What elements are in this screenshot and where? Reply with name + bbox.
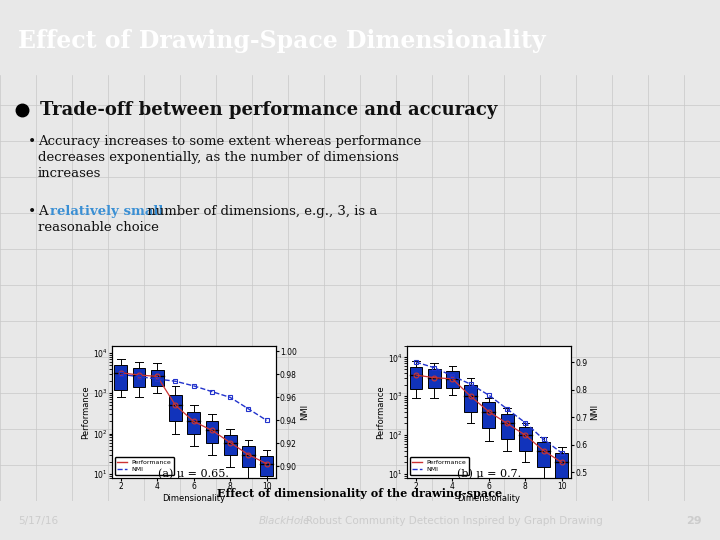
Text: reasonable choice: reasonable choice <box>38 221 159 234</box>
Bar <box>428 369 441 388</box>
X-axis label: Dimensionality: Dimensionality <box>457 494 521 503</box>
Bar <box>500 414 513 439</box>
Legend: Performance, NMI: Performance, NMI <box>410 457 469 475</box>
Legend: Performance, NMI: Performance, NMI <box>114 457 174 475</box>
Bar <box>169 395 182 421</box>
Text: : Robust Community Detection Inspired by Graph Drawing: : Robust Community Detection Inspired by… <box>299 516 603 525</box>
Bar <box>224 435 237 455</box>
Text: •: • <box>28 205 36 219</box>
Text: (b) μ = 0.7.: (b) μ = 0.7. <box>456 468 521 478</box>
Bar <box>205 421 218 442</box>
Text: relatively small: relatively small <box>50 205 163 218</box>
Text: number of dimensions, e.g., 3, is a: number of dimensions, e.g., 3, is a <box>143 205 377 218</box>
Bar <box>114 365 127 390</box>
Text: 5/17/16: 5/17/16 <box>18 516 58 525</box>
Text: Trade-off between performance and accuracy: Trade-off between performance and accura… <box>40 100 498 118</box>
Y-axis label: NMI: NMI <box>590 404 599 420</box>
Text: increases: increases <box>38 167 102 180</box>
Y-axis label: NMI: NMI <box>300 404 309 420</box>
Y-axis label: Performance: Performance <box>376 385 385 438</box>
Bar <box>537 442 550 467</box>
Bar <box>242 446 255 467</box>
Text: BlackHole: BlackHole <box>259 516 311 525</box>
Text: •: • <box>28 134 36 149</box>
Bar <box>410 367 423 389</box>
Text: 29: 29 <box>686 516 702 525</box>
Y-axis label: Performance: Performance <box>81 385 90 438</box>
Bar <box>519 427 532 451</box>
Bar <box>260 456 273 476</box>
X-axis label: Dimensionality: Dimensionality <box>162 494 225 503</box>
Bar <box>187 411 200 434</box>
Text: A: A <box>38 205 52 218</box>
Text: Effect of Drawing-Space Dimensionality: Effect of Drawing-Space Dimensionality <box>18 29 546 53</box>
Bar <box>150 370 163 386</box>
Bar <box>555 453 568 478</box>
Text: decreases exponentially, as the number of dimensions: decreases exponentially, as the number o… <box>38 151 399 164</box>
Bar <box>132 368 145 387</box>
Text: Accuracy increases to some extent whereas performance: Accuracy increases to some extent wherea… <box>38 135 421 148</box>
Text: Effect of dimensionality of the drawing-space: Effect of dimensionality of the drawing-… <box>217 488 503 499</box>
Text: (a) μ = 0.65.: (a) μ = 0.65. <box>158 468 229 478</box>
Bar <box>482 402 495 428</box>
Bar <box>446 371 459 388</box>
Bar <box>464 384 477 411</box>
